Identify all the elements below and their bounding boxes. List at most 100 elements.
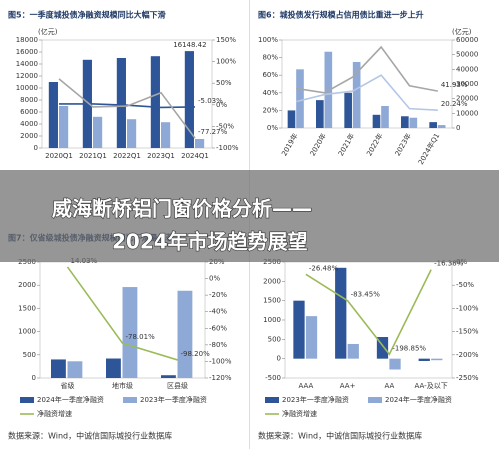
line — [296, 45, 438, 94]
y-tick-label: 16000 — [16, 48, 38, 56]
x-tick-label: 2024Q1 — [181, 152, 209, 160]
y2-tick-label: -60% — [209, 324, 227, 332]
y-tick-label: 1000 — [263, 316, 281, 324]
source-note: 数据来源：Wind，中诚信国际城投行业数据库 — [8, 431, 172, 441]
y2-tick-label: -50% — [456, 281, 474, 289]
bar — [409, 117, 418, 128]
value-label: -83.45% — [351, 291, 381, 299]
x-tick-label: 2022Q1 — [113, 152, 141, 160]
legend-swatch — [368, 397, 382, 403]
value-label: -98.20% — [181, 350, 211, 358]
y2-tick-label: 60000 — [456, 36, 478, 44]
value-label: -77.27% — [198, 128, 228, 136]
value-label: 16148.42 — [173, 41, 206, 49]
legend-swatch — [20, 397, 34, 403]
bar — [305, 316, 318, 359]
y-tick-label: 12000 — [16, 72, 38, 80]
x-tick-label: AAA — [298, 382, 313, 390]
bar — [296, 69, 304, 128]
legend-label: 2024年一季度净融资 — [385, 395, 452, 404]
y2-tick-label: 0% — [216, 101, 227, 109]
bar — [287, 110, 296, 128]
y2-tick-label: 150% — [216, 36, 236, 44]
y2-axis-label: (亿元) — [452, 27, 472, 36]
y-tick-label: 0 — [34, 144, 38, 152]
y-tick-label: 18000 — [16, 36, 38, 44]
x-tick-label: 省级 — [61, 381, 75, 390]
y-tick-label: 500 — [268, 335, 281, 343]
y2-tick-label: 10000 — [456, 109, 478, 117]
bar — [344, 92, 352, 128]
y-tick-label: 6000 — [20, 108, 38, 116]
bar — [376, 337, 389, 359]
y2-tick-label: -20% — [209, 291, 227, 299]
y-tick-label: 60% — [262, 71, 278, 79]
y-tick-label: 2000 — [20, 132, 38, 140]
y2-tick-label: -50% — [216, 122, 234, 130]
x-tick-label: 2021Q1 — [79, 152, 107, 160]
bar — [431, 358, 443, 361]
bar — [161, 375, 176, 378]
bar — [51, 359, 66, 378]
y-axis-label: (亿元) — [38, 27, 58, 36]
x-tick-label: 区县级 — [167, 381, 188, 390]
bar — [59, 106, 69, 148]
bar — [352, 62, 361, 128]
y-tick-label: 500 — [23, 351, 36, 359]
value-label: 20.24% — [441, 100, 468, 108]
y2-tick-label: -80% — [209, 341, 227, 349]
y-tick-label: 2000 — [18, 281, 36, 289]
y2-tick-label: -250% — [456, 374, 479, 382]
value-label: -198.85% — [392, 344, 426, 352]
y2-tick-label: 30000 — [456, 80, 478, 88]
bar — [48, 82, 58, 148]
y-tick-label: 0% — [267, 124, 278, 132]
bar — [184, 51, 194, 148]
bar — [67, 361, 83, 378]
legend-label: 净融资增速 — [37, 409, 72, 418]
legend-label: 净融资增速 — [282, 409, 317, 418]
y-tick-label: 20% — [262, 106, 278, 114]
bar — [335, 267, 347, 359]
y-tick-label: 1000 — [18, 328, 36, 336]
y2-tick-label: -100% — [216, 144, 239, 152]
y-tick-label: 1500 — [263, 297, 281, 305]
line — [58, 78, 196, 139]
bar — [116, 58, 126, 148]
legend-label: 2024年一季度净融资 — [37, 395, 104, 404]
charts: 图5：一季度城投债净融资规模同比大幅下滑 0 2000 4000 6000 8000 100… — [8, 10, 479, 441]
y2-tick-label: 40000 — [456, 65, 478, 73]
x-tick-label: AA — [384, 382, 394, 390]
y-tick-label: 8000 — [20, 96, 38, 104]
y2-tick-label: 100% — [216, 58, 236, 66]
bar — [127, 119, 137, 148]
y-tick-label: 4000 — [20, 120, 38, 128]
source-note: 数据来源：Wind，中诚信国际城投行业数据库 — [258, 431, 422, 441]
legend-swatch — [265, 397, 279, 403]
value-label: -26.48% — [309, 264, 339, 272]
bar — [150, 56, 160, 149]
y-tick-label: 100% — [258, 36, 278, 44]
banner-band — [0, 170, 499, 262]
value-label: -78.01% — [126, 333, 156, 341]
y-tick-label: 10000 — [16, 84, 38, 92]
x-tick-label: 2023Q1 — [147, 152, 175, 160]
bar — [418, 358, 430, 361]
y2-tick-label: 0% — [209, 275, 220, 283]
bar — [93, 116, 103, 148]
y2-tick-label: 50% — [216, 79, 232, 87]
bar — [401, 116, 409, 128]
value-label: -16.38% — [434, 260, 464, 268]
bar — [372, 114, 381, 128]
x-tick-label: 地市级 — [112, 381, 133, 390]
x-tick-label: AA+ — [340, 382, 356, 390]
bar — [429, 122, 437, 128]
y2-tick-label: -200% — [456, 351, 479, 359]
y-tick-label: 0 — [32, 374, 36, 382]
y-tick-label: 1500 — [18, 304, 36, 312]
bar — [195, 139, 205, 148]
y2-tick-label: 20000 — [456, 95, 478, 103]
bar — [161, 122, 171, 148]
banner-line2: 2024年市场趋势展望 — [112, 230, 308, 254]
